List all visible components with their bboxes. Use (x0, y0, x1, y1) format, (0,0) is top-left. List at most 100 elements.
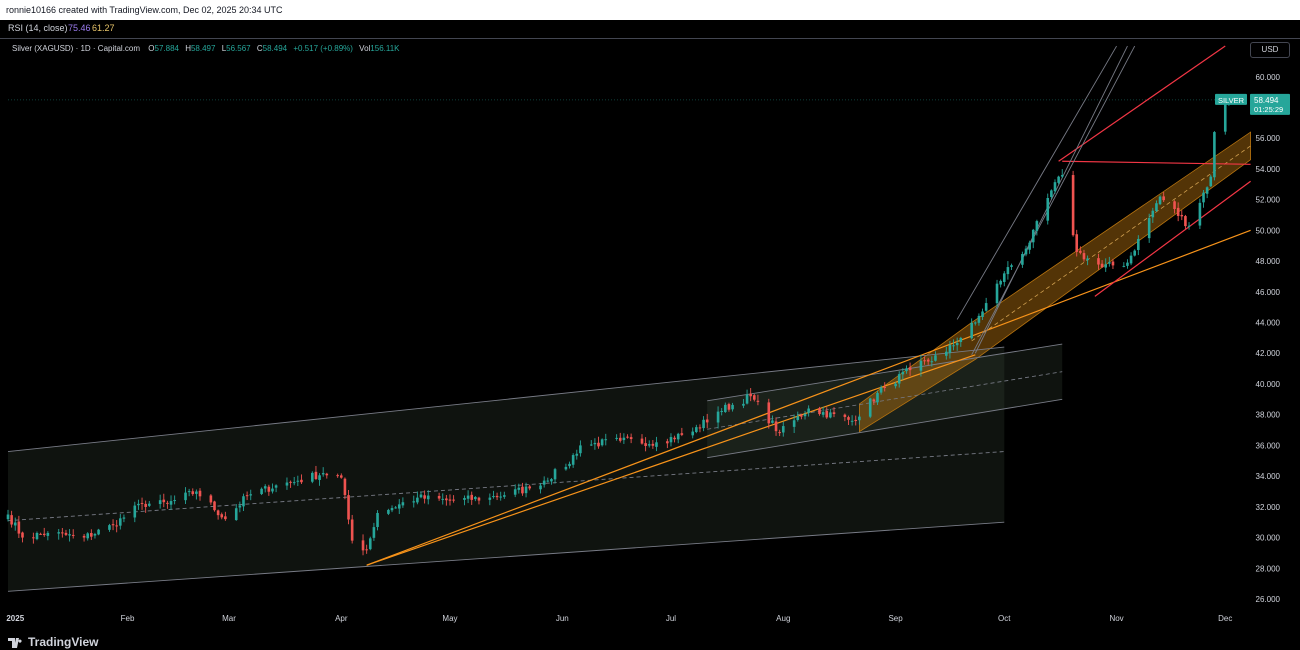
candle-body (35, 532, 39, 540)
candle-body (756, 400, 760, 402)
candle-body (169, 501, 173, 505)
symbol-tag-box (1215, 93, 1247, 105)
price-tick-label: 38.000 (1256, 411, 1281, 420)
candle-body (108, 525, 111, 530)
indicator-value-1: 75.46 (68, 23, 91, 33)
candle-body (111, 524, 115, 526)
candle-body (314, 471, 318, 480)
candle-body (930, 361, 934, 363)
candle-body (68, 534, 71, 536)
price-tick-label: 44.000 (1256, 319, 1281, 328)
candle-body (311, 472, 314, 482)
candlestick-series (6, 97, 1231, 556)
candle-body (263, 486, 267, 489)
candle-body (850, 420, 854, 422)
trend-line-5[interactable] (974, 45, 1128, 354)
summer-channel-line[interactable] (707, 343, 1063, 402)
trend-line-6[interactable] (956, 45, 1117, 320)
candle-body (394, 507, 397, 509)
candle-body (1021, 253, 1024, 265)
trend-line-0[interactable] (366, 229, 1251, 566)
candle-body (876, 392, 879, 403)
candle-body (470, 494, 474, 500)
price-tick-label: 32.000 (1256, 503, 1281, 512)
symbol-title[interactable]: Silver (XAGUSD) · 1D · Capital.com (12, 44, 141, 53)
candle-body (198, 490, 202, 497)
candle-body (528, 486, 531, 489)
candle-body (524, 486, 528, 494)
volume-key: Vol (359, 44, 371, 53)
candle-body (546, 480, 550, 482)
candle-body (292, 482, 296, 484)
big-gray-channel-line[interactable] (7, 346, 1005, 452)
candle-body (119, 518, 122, 526)
candle-body (647, 444, 651, 446)
summer-channel-midline[interactable] (707, 371, 1063, 430)
candle-body (350, 519, 354, 541)
candle-body (368, 538, 372, 550)
candle-body (437, 496, 441, 499)
candle-body (977, 315, 981, 323)
candle-body (347, 495, 350, 520)
tradingview-brand: TradingView (28, 635, 99, 649)
time-axis[interactable]: 2025 Feb Mar Apr May Jun Jul Aug Sep Oct Nov Dec (6, 614, 1232, 623)
price-tag-countdown: 01:25:29 (1254, 105, 1283, 114)
candle-body (1173, 201, 1176, 209)
price-axis[interactable]: 26.000 28.000 30.000 32.000 34.000 36.000 38.0… (1256, 73, 1281, 604)
candle-body (220, 514, 224, 518)
big-gray-channel-line[interactable] (7, 451, 1005, 522)
candle-body (1198, 202, 1202, 226)
trend-line-3[interactable] (1058, 45, 1226, 162)
candle-body (604, 439, 608, 441)
candle-body (745, 394, 749, 404)
candle-body (46, 532, 50, 536)
candle-body (426, 495, 430, 500)
candle-body (1176, 207, 1180, 216)
candle-body (1162, 196, 1165, 201)
price-tick-label: 46.000 (1256, 288, 1281, 297)
candle-body (140, 502, 144, 504)
time-tick-label: Sep (888, 614, 903, 623)
trend-line-1[interactable] (366, 354, 976, 566)
currency-button[interactable]: USD (1250, 42, 1290, 58)
candle-body (216, 510, 220, 516)
credit-bar: ronnie10166 created with TradingView.com… (0, 0, 1300, 20)
candle-body (1050, 190, 1053, 197)
open-key: O (148, 44, 155, 53)
candle-body (245, 495, 249, 497)
trend-line-4[interactable] (1094, 180, 1251, 297)
candle-body (492, 496, 495, 498)
drawing-lines (7, 45, 1251, 592)
candle-body (82, 535, 86, 538)
candle-body (1129, 255, 1133, 264)
indicator-legend[interactable]: RSI (14, close) 75.46 61.27 (0, 20, 1300, 39)
candle-body (847, 417, 850, 420)
candle-body (209, 495, 213, 503)
candle-body (474, 496, 477, 500)
candle-body (771, 420, 774, 423)
symbol-legend[interactable]: Silver (XAGUSD) · 1D · Capital.com O57.8… (12, 44, 404, 53)
candle-body (720, 410, 723, 412)
candle-body (778, 432, 781, 434)
indicator-name[interactable]: RSI (14, close) (8, 23, 68, 33)
trend-line-2[interactable] (1062, 160, 1251, 165)
price-tick-label: 42.000 (1256, 349, 1281, 358)
candle-body (1223, 101, 1227, 132)
trend-line-7[interactable] (971, 45, 1136, 355)
big-gray-channel-line[interactable] (7, 521, 1005, 592)
candle-body (959, 337, 963, 343)
candle-body (792, 420, 796, 427)
candle-body (1158, 196, 1162, 205)
orange-channel-midline[interactable] (971, 145, 1251, 342)
candle-body (39, 533, 42, 535)
change-value: +0.517 (+0.89%) (293, 44, 353, 53)
price-tick-label: 52.000 (1256, 196, 1281, 205)
candle-body (970, 322, 973, 339)
candle-body (575, 453, 579, 456)
candle-body (731, 404, 734, 410)
summer-channel-line[interactable] (707, 398, 1063, 459)
candle-body (695, 427, 698, 432)
price-tick-label: 34.000 (1256, 472, 1281, 481)
